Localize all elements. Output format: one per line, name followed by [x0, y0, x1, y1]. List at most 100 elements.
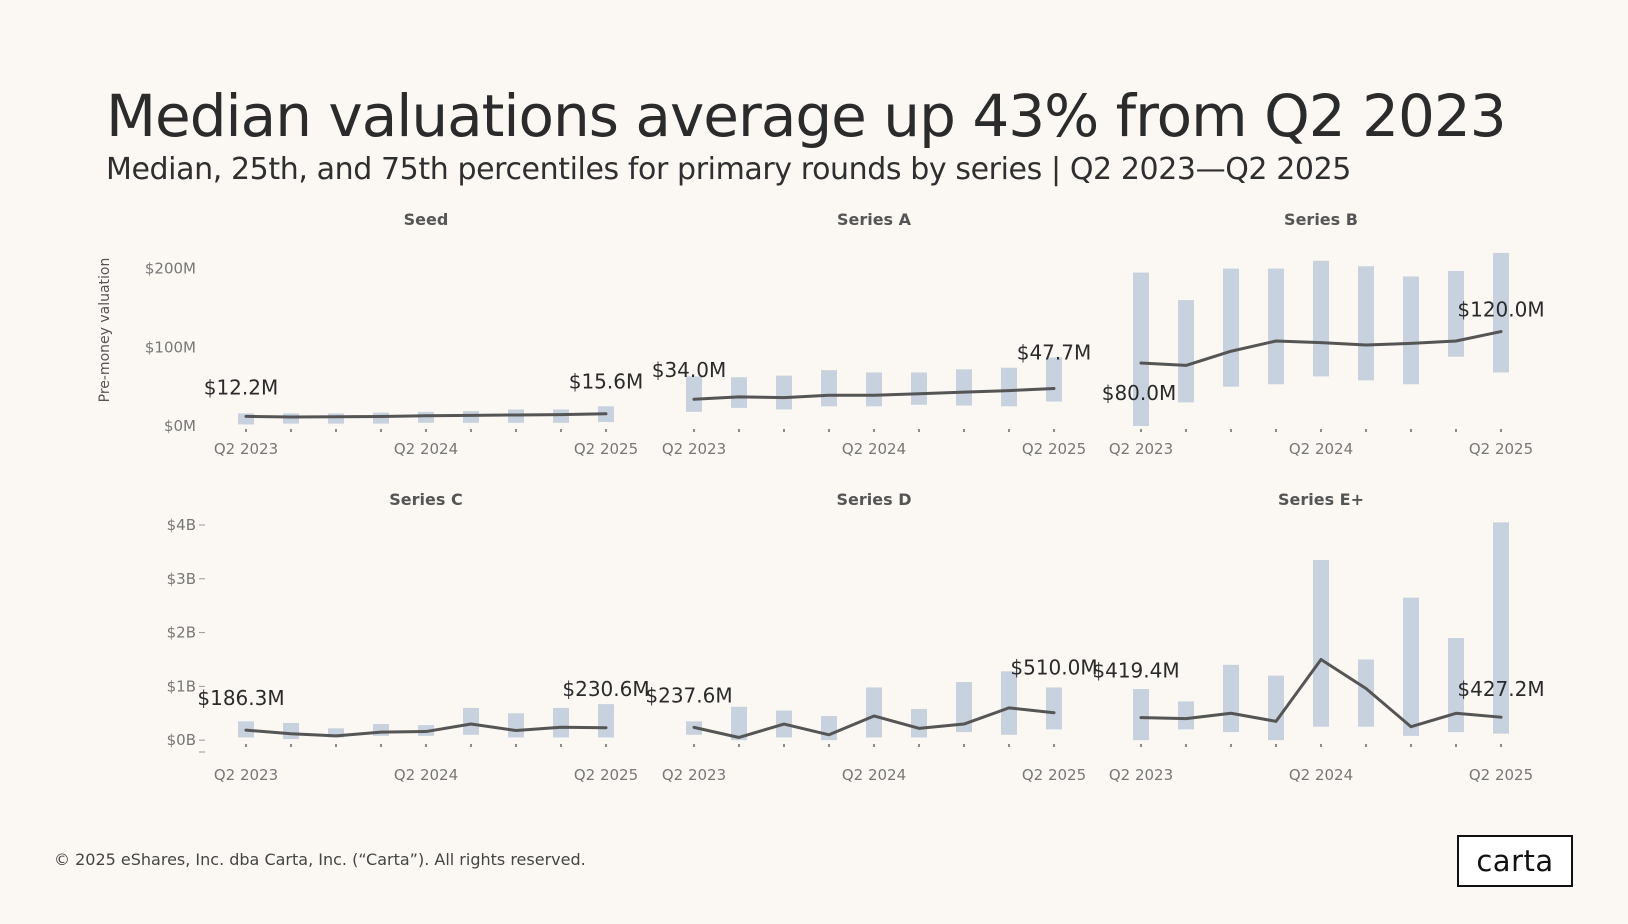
series-c-percentile-bar: [508, 713, 524, 738]
series-b-percentile-bar: [1223, 268, 1239, 387]
series-c-median-line: [244, 722, 608, 738]
series-c-median-label: $230.6M: [562, 677, 649, 701]
series-b-median-label: $80.0M: [1102, 381, 1177, 405]
seed-y-tick-label: $100M: [145, 338, 196, 356]
series-b-percentile-bar: [1493, 252, 1509, 373]
series-e-percentile-bar: [1178, 701, 1194, 730]
series-a-median-label: $47.7M: [1017, 340, 1092, 364]
series-d-percentile-bar: [1001, 671, 1017, 735]
series-c-percentile-bar: [283, 722, 299, 740]
series-b-x-tick-label: Q2 2024: [1289, 440, 1353, 458]
series-b-x-tick-label: Q2 2023: [1109, 440, 1173, 458]
seed-percentile-bar: [463, 411, 479, 423]
series-a-percentile-bar: [866, 372, 882, 407]
series-d-percentile-bar: [956, 682, 972, 733]
series-b-percentile-bar: [1313, 260, 1329, 377]
series-b-percentile-bar: [1268, 268, 1284, 385]
series-a-x-tick-label: Q2 2025: [1022, 440, 1086, 458]
series-a-percentile-bar: [956, 369, 972, 406]
seed-y-tick-label: $0M: [164, 417, 196, 435]
seed-x-tick-label: Q2 2023: [214, 440, 278, 458]
series-a-percentile-bar: [821, 370, 837, 407]
series-a-median-label: $34.0M: [652, 358, 727, 382]
series-e-panel-title: Series E+: [1278, 490, 1364, 509]
copyright-footer: © 2025 eShares, Inc. dba Carta, Inc. (“C…: [54, 850, 586, 869]
series-a-panel-title: Series A: [837, 210, 912, 229]
series-b-percentile-bar: [1358, 266, 1374, 381]
series-a-percentile-bar: [1046, 357, 1062, 402]
series-d-percentile-bar: [911, 708, 927, 738]
series-e-percentile-bar: [1313, 559, 1329, 727]
series-e-percentile-bar: [1358, 659, 1374, 727]
series-e-x-tick-label: Q2 2023: [1109, 766, 1173, 784]
seed-panel-title: Seed: [404, 210, 449, 229]
series-b-median-label: $120.0M: [1457, 298, 1544, 322]
series-a-percentile-bar: [686, 376, 702, 412]
series-e-median-label: $419.4M: [1092, 659, 1179, 683]
series-a-percentile-bar: [731, 377, 747, 408]
series-c-percentile-bar: [373, 724, 389, 736]
series-c-percentile-bar: [553, 707, 569, 738]
series-e-percentile-bar: [1268, 675, 1284, 741]
series-a-percentile-bar: [1001, 367, 1017, 407]
series-c-median-label: $186.3M: [197, 686, 284, 710]
chart-subtitle: Median, 25th, and 75th percentiles for p…: [106, 152, 1351, 187]
seed-percentile-bar: [328, 413, 344, 424]
series-c-percentile-bar: [328, 728, 344, 738]
series-d-percentile-bar: [731, 706, 747, 741]
series-c-x-tick-label: Q2 2023: [214, 766, 278, 784]
series-a-median-line: [692, 386, 1056, 401]
series-b-percentile-bar: [1448, 270, 1464, 357]
series-e-percentile-bar: [1493, 522, 1509, 734]
seed-median-label: $12.2M: [204, 375, 279, 399]
seed-percentile-bar: [373, 412, 389, 424]
series-c-y-tick-label: $3B: [167, 570, 196, 588]
series-b-x-tick-label: Q2 2025: [1469, 440, 1533, 458]
series-d-panel-title: Series D: [837, 490, 912, 509]
seed-percentile-bar: [418, 411, 434, 423]
series-b-panel-title: Series B: [1284, 210, 1358, 229]
series-d-x-tick-label: Q2 2025: [1022, 766, 1086, 784]
series-e-percentile-bar: [1448, 637, 1464, 733]
series-a-x-tick-label: Q2 2023: [662, 440, 726, 458]
series-b-percentile-bar: [1133, 272, 1149, 426]
series-e-median-line: [1139, 657, 1503, 729]
series-d-percentile-bar: [866, 687, 882, 738]
series-d-median-label: $237.6M: [645, 683, 732, 707]
series-a-percentile-bar: [911, 372, 927, 405]
series-c-x-tick-label: Q2 2024: [394, 766, 458, 784]
series-d-median-line: [692, 706, 1056, 739]
seed-x-tick-label: Q2 2024: [394, 440, 458, 458]
series-c-percentile-bar: [463, 707, 479, 735]
series-a-percentile-bar: [776, 375, 792, 410]
series-e-percentile-bar: [1223, 664, 1239, 733]
series-b-percentile-bar: [1178, 300, 1194, 403]
series-c-x-tick-label: Q2 2025: [574, 766, 638, 784]
series-e-x-tick-label: Q2 2025: [1469, 766, 1533, 784]
chart-title: Median valuations average up 43% from Q2…: [106, 82, 1507, 150]
series-e-median-label: $427.2M: [1457, 677, 1544, 701]
series-c-y-tick-label: $1B: [167, 677, 196, 695]
series-b-median-line: [1139, 330, 1503, 367]
series-d-percentile-bar: [1046, 687, 1062, 730]
series-e-percentile-bar: [1133, 689, 1149, 741]
seed-percentile-bar: [238, 413, 254, 425]
series-d-x-tick-label: Q2 2023: [662, 766, 726, 784]
series-e-percentile-bar: [1403, 597, 1419, 736]
seed-median-line: [244, 412, 608, 419]
series-a-x-tick-label: Q2 2024: [842, 440, 906, 458]
series-b-percentile-bar: [1403, 276, 1419, 385]
carta-logo[interactable]: carta: [1457, 835, 1573, 887]
seed-x-tick-label: Q2 2025: [574, 440, 638, 458]
series-e-x-tick-label: Q2 2024: [1289, 766, 1353, 784]
series-c-panel-title: Series C: [389, 490, 462, 509]
series-c-percentile-bar: [598, 704, 614, 738]
series-c-y-tick-label: $2B: [167, 624, 196, 642]
series-d-median-label: $510.0M: [1010, 656, 1097, 680]
seed-percentile-bar: [283, 413, 299, 424]
series-c-y-tick-label: $0B: [167, 731, 196, 749]
series-c-y-tick-label: $4B: [167, 516, 196, 534]
seed-percentile-bar: [553, 409, 569, 423]
series-d-percentile-bar: [821, 715, 837, 741]
seed-y-tick-label: $200M: [145, 260, 196, 278]
